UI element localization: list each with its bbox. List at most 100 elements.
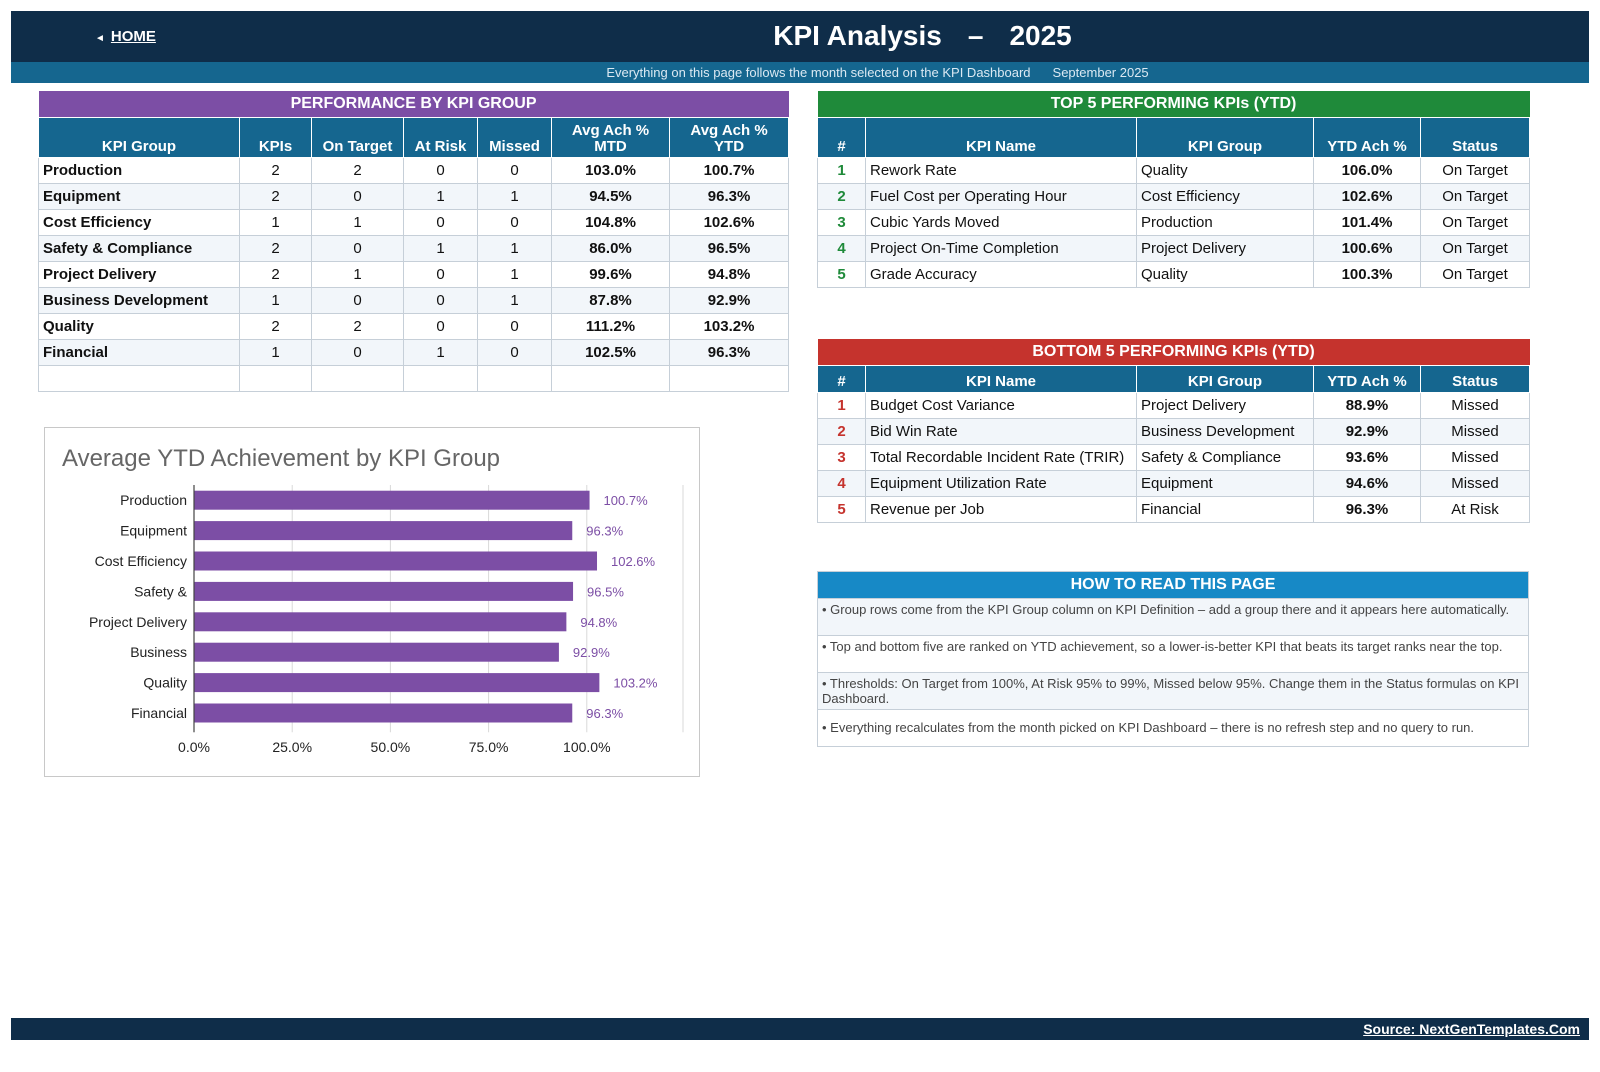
- perf-cell: 103.0%: [551, 156, 670, 184]
- bar: [194, 490, 590, 510]
- perf-cell: 0: [311, 286, 404, 314]
- y-category-label: Project Delivery: [89, 614, 187, 630]
- bot5-cell: Missed: [1419, 417, 1531, 445]
- perf-cell: Financial: [38, 338, 240, 366]
- data-label: 102.6%: [611, 554, 656, 569]
- perf-cell: [477, 364, 552, 392]
- top5-cell: 5: [817, 260, 866, 288]
- perf-col-header: Avg Ach % YTD: [668, 116, 790, 158]
- perf-cell: 1: [403, 182, 478, 210]
- bot5-col-header: YTD Ach %: [1313, 364, 1421, 393]
- top5-table: TOP 5 PERFORMING KPIs (YTD) # KPI Name KPI…: [817, 91, 1531, 288]
- perf-cell: 0: [403, 286, 478, 314]
- x-tick-label: 100.0%: [563, 739, 610, 755]
- table-row: Production 2 2 0 0 103.0% 100.7%: [38, 156, 790, 184]
- top5-cell: On Target: [1419, 234, 1531, 262]
- top5-col-header: YTD Ach %: [1313, 116, 1421, 158]
- bar: [194, 642, 559, 662]
- home-label: HOME: [110, 28, 156, 45]
- perf-cell: 1: [477, 234, 552, 262]
- chart-title: Average YTD Achievement by KPI Group: [62, 445, 501, 472]
- source-link[interactable]: Source: NextGenTemplates.Com: [1363, 1021, 1580, 1037]
- bottom5-title: BOTTOM 5 PERFORMING KPIs (YTD): [817, 339, 1530, 365]
- bot5-cell: Safety & Compliance: [1136, 443, 1314, 471]
- perf-cell: Quality: [38, 312, 240, 340]
- table-row: 2 Bid Win Rate Business Development 92.9% Mi…: [817, 417, 1531, 445]
- title-dash: –: [967, 20, 984, 51]
- top5-col-header: Status: [1419, 116, 1531, 158]
- table-row: Equipment 2 0 1 1 94.5% 96.3%: [38, 182, 790, 210]
- bot5-cell: Missed: [1419, 391, 1531, 419]
- header-bar: ◄ HOME KPI Analysis –2025: [11, 11, 1589, 62]
- bot5-cell: 5: [817, 495, 866, 523]
- top5-cell: Production: [1136, 208, 1314, 236]
- perf-cell: 92.9%: [668, 286, 790, 314]
- x-tick-label: 0.0%: [178, 739, 210, 755]
- y-category-label: Production: [120, 492, 187, 508]
- top5-cell: Rework Rate: [865, 156, 1137, 184]
- perf-cell: Cost Efficiency: [38, 208, 240, 236]
- y-category-label: Equipment: [120, 523, 187, 539]
- bot5-col-header: KPI Name: [865, 364, 1137, 393]
- howto-tips: • Group rows come from the KPI Group col…: [818, 598, 1528, 746]
- perf-col-header: Missed: [477, 116, 552, 158]
- table-row: Financial 1 0 1 0 102.5% 96.3%: [38, 338, 790, 366]
- top5-col-header: KPI Group: [1136, 116, 1314, 158]
- perf-cell: 96.3%: [668, 338, 790, 366]
- sub-header: Everything on this page follows the mont…: [11, 62, 1589, 83]
- perf-cell: Safety & Compliance: [38, 234, 240, 262]
- table-row: 1 Rework Rate Quality 106.0% On Target: [817, 156, 1531, 184]
- top5-cell: 100.6%: [1313, 234, 1421, 262]
- bot5-cell: 3: [817, 443, 866, 471]
- perf-cell: Business Development: [38, 286, 240, 314]
- top5-cell: Project Delivery: [1136, 234, 1314, 262]
- y-category-label: Cost Efficiency: [95, 553, 187, 569]
- perf-cell: 0: [477, 156, 552, 184]
- bot5-cell: 92.9%: [1313, 417, 1421, 445]
- perf-col-header: KPIs: [239, 116, 312, 158]
- bot5-cell: Equipment Utilization Rate: [865, 469, 1137, 497]
- top5-cell: Grade Accuracy: [865, 260, 1137, 288]
- perf-cell: 2: [239, 182, 312, 210]
- top5-cell: 4: [817, 234, 866, 262]
- bot5-cell: Budget Cost Variance: [865, 391, 1137, 419]
- ytd-achievement-chart: 0.0% 25.0% 50.0% 75.0% 100.0% Production 100.7…: [44, 427, 700, 777]
- perf-col-header: On Target: [311, 116, 404, 158]
- home-link[interactable]: ◄ HOME: [95, 28, 156, 45]
- perf-cell: 1: [311, 208, 404, 236]
- x-tick-label: 75.0%: [469, 739, 509, 755]
- data-label: 96.5%: [587, 584, 624, 599]
- perf-cell: 0: [477, 338, 552, 366]
- perf-cell: 2: [239, 156, 312, 184]
- perf-cell: 1: [311, 260, 404, 288]
- bar: [194, 703, 573, 723]
- top5-cell: Quality: [1136, 156, 1314, 184]
- perf-cell: Production: [38, 156, 240, 184]
- perf-cell: 0: [403, 208, 478, 236]
- x-tick-label: 25.0%: [272, 739, 312, 755]
- y-category-label: Quality: [143, 675, 187, 691]
- bottom5-table: BOTTOM 5 PERFORMING KPIs (YTD) # KPI Name…: [817, 339, 1531, 523]
- data-label: 96.3%: [586, 706, 623, 721]
- table-row: Safety & Compliance 2 0 1 1 86.0% 96.5%: [38, 234, 790, 262]
- selected-month: September 2025: [1052, 65, 1149, 80]
- top5-cell: 101.4%: [1313, 208, 1421, 236]
- table-row: 5 Grade Accuracy Quality 100.3% On Target: [817, 260, 1531, 288]
- top5-cell: 3: [817, 208, 866, 236]
- top5-cell: Quality: [1136, 260, 1314, 288]
- howto-tip: • Top and bottom five are ranked on YTD …: [818, 635, 1528, 672]
- perf-cell: 2: [239, 234, 312, 262]
- perf-cell: 2: [311, 312, 404, 340]
- title-year: 2025: [1009, 20, 1072, 51]
- how-to-read-panel: HOW TO READ THIS PAGE • Group rows come …: [817, 571, 1529, 747]
- bar: [194, 581, 574, 601]
- data-label: 103.2%: [613, 676, 658, 691]
- table-row: 3 Cubic Yards Moved Production 101.4% On Tar…: [817, 208, 1531, 236]
- table-row: Business Development 1 0 0 1 87.8% 92.9%: [38, 286, 790, 314]
- howto-tip: • Thresholds: On Target from 100%, At Ri…: [818, 672, 1528, 709]
- perf-cell: 1: [239, 338, 312, 366]
- howto-title: HOW TO READ THIS PAGE: [818, 572, 1528, 598]
- perf-cell: 1: [403, 338, 478, 366]
- perf-cell: 102.6%: [668, 208, 790, 236]
- perf-cell: 103.2%: [668, 312, 790, 340]
